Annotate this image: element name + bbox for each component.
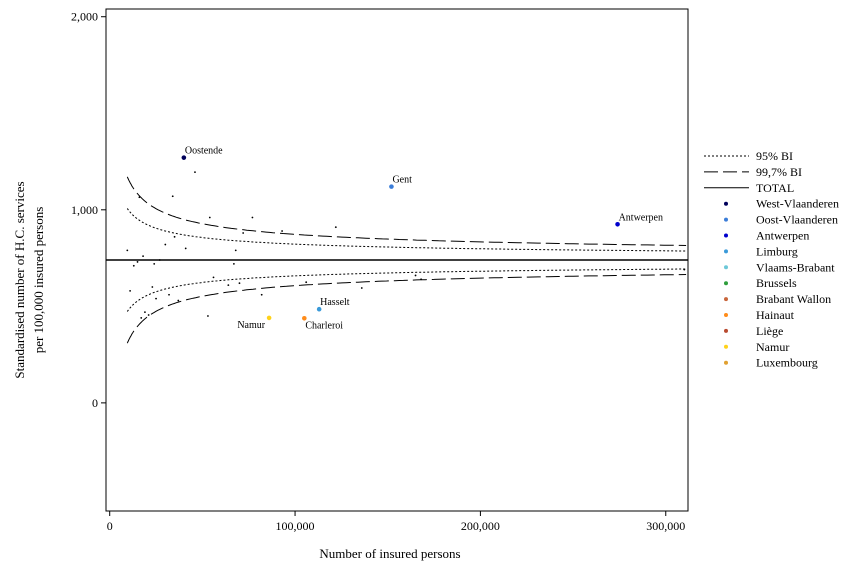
data-point: [238, 282, 241, 285]
data-point: [147, 314, 150, 316]
data-point: [207, 315, 209, 317]
data-point: [132, 264, 135, 267]
highlight-label: Antwerpen: [619, 212, 663, 223]
legend-label: Brussels: [756, 276, 797, 290]
legend-label: Brabant Wallon: [756, 292, 831, 306]
highlight-label: Namur: [237, 320, 265, 331]
y-tick-label: 0: [92, 396, 98, 410]
legend: 95% BI 99,7% BI TOTAL West-Vlaanderen Oost-V…: [704, 149, 839, 370]
legend-swatch: [724, 313, 728, 317]
data-point: [151, 286, 154, 288]
data-points: [126, 171, 686, 319]
data-point: [242, 232, 245, 234]
bi997-upper-band: [126, 176, 687, 246]
data-point: [153, 262, 156, 265]
data-point: [281, 230, 283, 232]
data-point: [360, 287, 363, 289]
data-point: [683, 268, 686, 271]
x-tick-label: 200,000: [461, 519, 500, 533]
data-point: [334, 226, 337, 229]
data-point: [158, 259, 161, 261]
legend-label: Oost-Vlaanderen: [756, 213, 838, 227]
data-point: [129, 289, 131, 292]
legend-swatch: [724, 281, 728, 286]
data-point: [212, 276, 215, 279]
data-point: [142, 255, 144, 258]
bi95-upper-band: [126, 208, 687, 252]
x-axis-ticks: 0 100,000 200,000 300,000: [107, 511, 685, 533]
y-tick-label: 1,000: [71, 203, 98, 217]
legend-label: Antwerpen: [756, 229, 809, 243]
legend-label: 99,7% BI: [756, 165, 802, 179]
legend-label: Vlaams-Brabant: [756, 260, 835, 274]
data-point: [136, 261, 139, 263]
data-point: [140, 317, 143, 319]
data-point: [173, 235, 176, 238]
legend-swatch: [724, 344, 728, 349]
legend-label: Limburg: [756, 244, 798, 258]
legend-swatch: [724, 249, 728, 254]
legend-swatch: [724, 233, 728, 238]
legend-label: West-Vlaanderen: [756, 197, 839, 211]
data-point: [144, 311, 146, 314]
legend-label: Luxembourg: [756, 356, 818, 370]
bi95-lower-band: [126, 268, 687, 312]
y-axis-ticks: 0 1,000 2,000: [71, 10, 106, 410]
data-point: [164, 243, 167, 246]
data-point: [155, 297, 157, 300]
data-point: [171, 195, 174, 198]
highlight-label: Gent: [392, 175, 412, 186]
legend-swatch: [724, 217, 728, 222]
data-point: [234, 249, 237, 252]
data-point: [232, 262, 235, 265]
x-tick-label: 100,000: [276, 519, 315, 533]
legend-label: 95% BI: [756, 149, 793, 163]
highlighted-points: Oostende Gent Antwerpen Hasselt Namur Charler…: [181, 146, 663, 331]
data-point: [208, 216, 211, 219]
data-point: [260, 293, 263, 296]
data-point: [251, 216, 254, 219]
highlight-point: [181, 155, 187, 160]
highlight-point: [302, 316, 307, 321]
y-axis-label-line1: Standardised number of H.C. services: [12, 181, 27, 378]
highlight-label: Oostende: [185, 146, 223, 157]
legend-label: TOTAL: [756, 181, 794, 195]
x-axis-label: Number of insured persons: [319, 546, 460, 561]
x-tick-label: 300,000: [646, 519, 685, 533]
highlight-point: [316, 306, 322, 312]
confidence-bands: [126, 176, 687, 344]
y-axis-label-line2: per 100,000 insured persons: [31, 207, 46, 354]
legend-swatch: [724, 328, 728, 333]
legend-swatch: [724, 297, 728, 302]
highlight-label: Charleroi: [305, 320, 343, 331]
highlight-label: Hasselt: [320, 297, 350, 308]
data-point: [168, 293, 170, 296]
legend-label: Hainaut: [756, 308, 795, 322]
y-tick-label: 2,000: [71, 10, 98, 24]
data-point: [227, 284, 230, 286]
data-point: [420, 278, 422, 281]
highlight-point: [389, 184, 394, 189]
legend-label: Namur: [756, 340, 789, 354]
highlight-point: [266, 315, 272, 321]
x-tick-label: 0: [107, 519, 113, 533]
legend-label: Liège: [756, 324, 783, 338]
data-point: [194, 171, 196, 174]
highlight-point: [615, 221, 620, 227]
data-point: [184, 247, 187, 250]
legend-swatch: [724, 201, 728, 206]
legend-swatch: [724, 360, 728, 365]
legend-swatch: [724, 265, 728, 270]
data-point: [126, 249, 129, 252]
data-point: [305, 281, 308, 284]
bi997-lower-band: [126, 274, 687, 344]
data-point: [414, 274, 417, 277]
data-point: [177, 299, 180, 302]
data-point: [138, 196, 141, 199]
